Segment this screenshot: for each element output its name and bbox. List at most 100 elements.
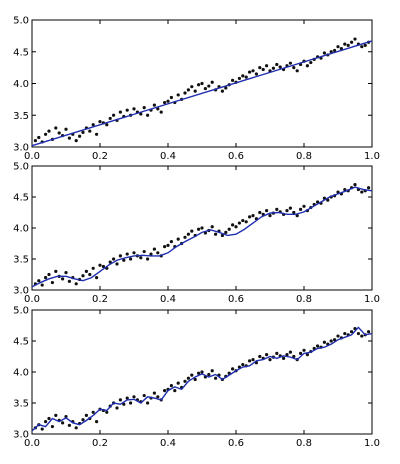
data-point <box>367 330 371 334</box>
data-point <box>146 257 150 261</box>
x-tick-label: 0.2 <box>92 151 108 162</box>
data-point <box>125 252 129 256</box>
subplot-top: 0.0 0.2 0.4 0.6 0.8 1.0 3.0 3.5 4.0 4.5 5.0 <box>13 16 380 163</box>
data-point <box>193 89 197 93</box>
data-point <box>231 223 235 227</box>
data-point <box>146 113 150 117</box>
data-point <box>241 74 245 78</box>
y-tick-label: 4.5 <box>13 337 29 348</box>
data-point <box>95 132 99 136</box>
data-point <box>210 80 214 84</box>
data-point <box>183 91 187 95</box>
data-point <box>115 406 119 410</box>
data-point <box>197 83 201 87</box>
data-point <box>241 362 245 367</box>
data-point <box>248 359 252 363</box>
data-point <box>169 384 173 388</box>
data-point <box>343 331 347 336</box>
data-point <box>258 354 262 359</box>
data-point <box>350 40 354 44</box>
data-point <box>125 108 129 112</box>
data-point <box>353 37 357 41</box>
data-point <box>241 218 245 223</box>
data-point <box>299 351 303 355</box>
data-point <box>305 64 309 68</box>
data-point <box>275 62 279 67</box>
data-point <box>163 100 167 105</box>
data-point <box>122 258 126 262</box>
data-point <box>61 421 65 425</box>
data-point <box>81 274 85 278</box>
data-point <box>248 70 252 74</box>
data-point <box>207 372 211 377</box>
data-point <box>200 226 204 230</box>
data-point <box>288 61 292 65</box>
data-point <box>88 272 92 277</box>
y-tick-label: 4.5 <box>13 193 29 204</box>
data-point <box>166 243 170 247</box>
data-point <box>326 198 330 202</box>
data-point <box>152 103 156 107</box>
data-point <box>50 280 55 285</box>
data-point <box>214 376 218 380</box>
x-tick-label: 0.8 <box>296 438 312 449</box>
data-point <box>132 251 136 255</box>
data-point <box>47 129 51 133</box>
x-tick-label: 0.0 <box>24 438 40 449</box>
data-point <box>98 263 102 267</box>
data-point <box>309 60 313 65</box>
x-tick-label: 0.8 <box>296 151 312 162</box>
data-point <box>156 395 160 399</box>
data-point <box>278 65 282 69</box>
data-point <box>149 252 153 256</box>
x-tick-label: 0.4 <box>160 151 176 162</box>
data-point <box>108 116 112 121</box>
x-tick-label: 0.4 <box>160 294 176 305</box>
data-point <box>64 415 68 419</box>
data-point <box>98 120 102 124</box>
data-point <box>81 418 85 422</box>
data-point <box>271 66 275 70</box>
data-point <box>186 88 190 92</box>
data-point <box>152 247 156 251</box>
x-tick-label: 0.8 <box>296 294 312 305</box>
data-point <box>40 283 44 287</box>
data-point <box>47 416 51 421</box>
data-point <box>254 72 258 76</box>
data-point <box>81 130 85 134</box>
x-tick-label: 0.4 <box>160 438 176 449</box>
data-point <box>129 401 133 405</box>
data-point <box>197 227 201 231</box>
data-point <box>299 207 303 211</box>
data-point <box>190 229 194 233</box>
data-point <box>139 256 143 260</box>
data-point <box>292 66 296 70</box>
data-point <box>220 233 224 238</box>
data-point <box>122 402 126 406</box>
data-point <box>118 398 122 402</box>
data-point <box>200 81 204 86</box>
data-point <box>251 214 255 218</box>
data-point <box>227 227 231 231</box>
subplot-middle: 0.0 0.2 0.4 0.6 0.8 1.0 3.0 3.5 4.0 4.5 5.0 <box>13 162 380 306</box>
data-point <box>322 340 326 344</box>
data-point <box>54 269 58 273</box>
data-point <box>237 221 241 225</box>
data-point <box>356 331 360 336</box>
data-point <box>84 413 88 417</box>
data-point <box>258 66 262 70</box>
y-tick-label: 4.0 <box>13 224 29 235</box>
data-point <box>176 381 180 385</box>
data-point <box>84 269 88 273</box>
y-tick-label: 3.0 <box>13 143 29 154</box>
data-point <box>129 257 133 261</box>
data-point <box>244 220 248 224</box>
data-point <box>67 279 71 283</box>
fit-line <box>31 186 373 288</box>
data-point <box>163 389 167 393</box>
data-point <box>214 232 218 236</box>
data-point <box>95 420 99 424</box>
data-point <box>156 107 160 111</box>
data-point <box>244 75 248 79</box>
